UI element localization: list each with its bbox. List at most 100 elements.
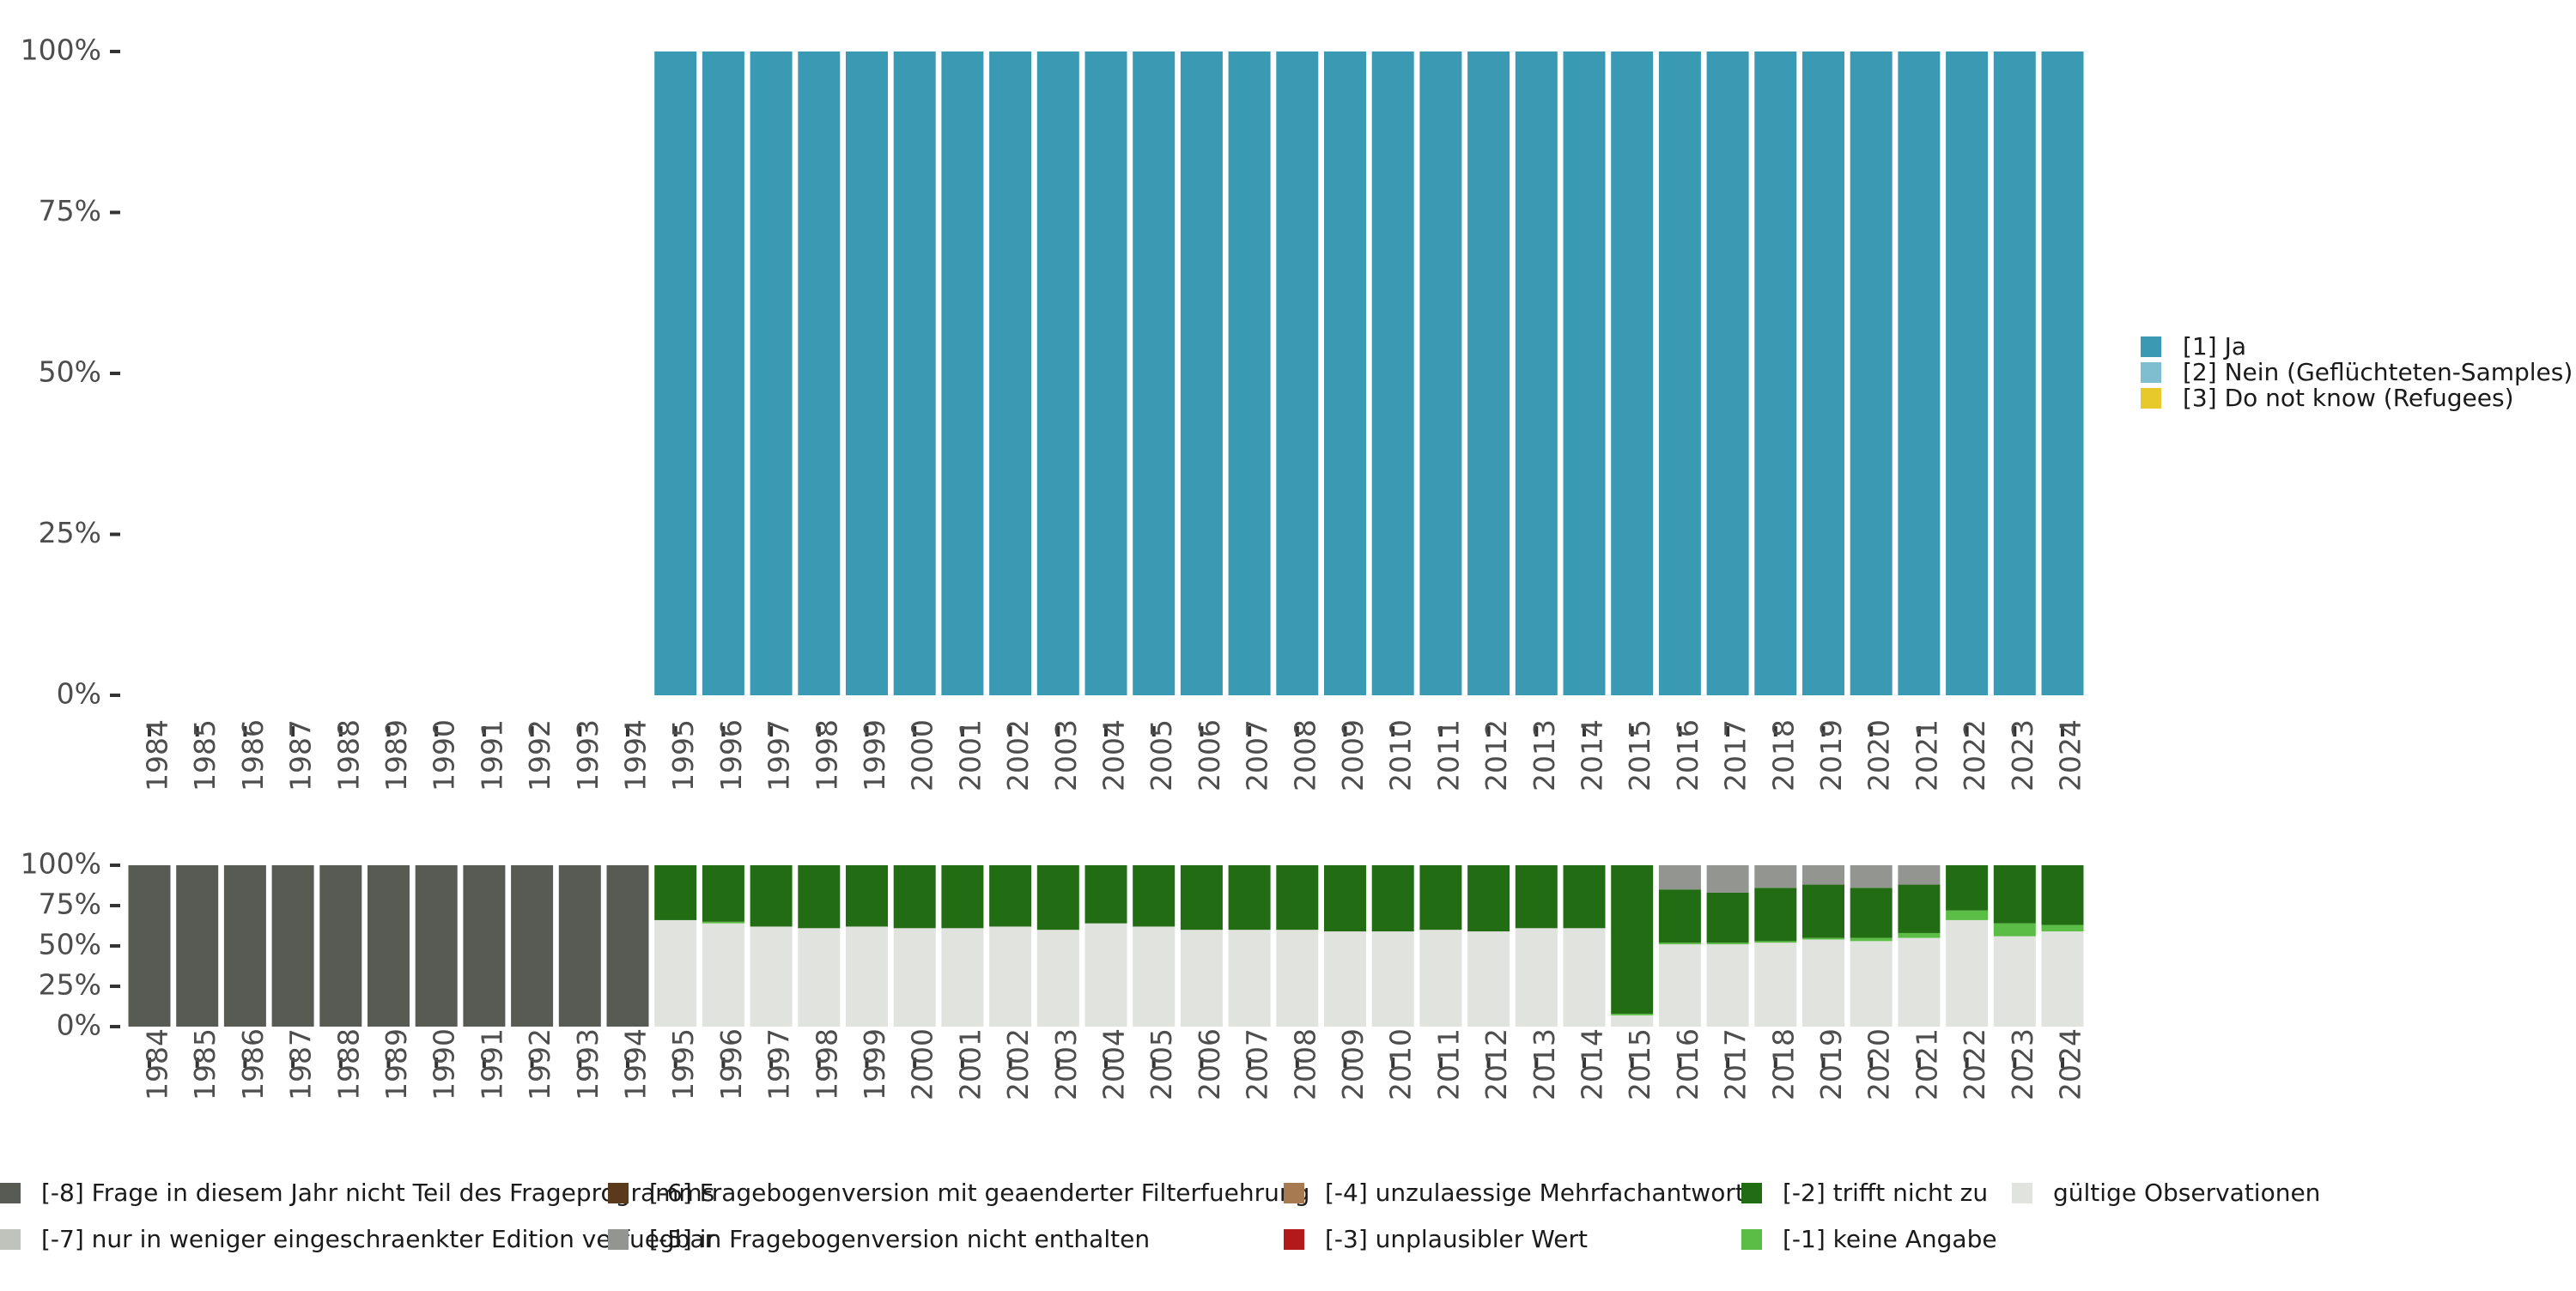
top-bar-segment bbox=[1228, 52, 1271, 695]
top-x-tick-label: 1990 bbox=[428, 719, 461, 791]
bottom-x-tick-label: 1986 bbox=[236, 1028, 270, 1100]
bottom-bar-segment bbox=[128, 865, 171, 1027]
top-bar-segment bbox=[702, 52, 744, 695]
bottom-x-tick-label: 2019 bbox=[1814, 1028, 1848, 1100]
bottom-x-tick-label: 2009 bbox=[1336, 1028, 1370, 1100]
top-x-tick-label: 2012 bbox=[1479, 719, 1513, 791]
bottom-legend-label: [-4] unzulaessige Mehrfachantwort bbox=[1325, 1179, 1745, 1207]
bottom-bar-segment bbox=[1180, 930, 1223, 1027]
bottom-x-tick-label: 1985 bbox=[188, 1028, 222, 1100]
top-x-tick-label: 1998 bbox=[810, 719, 843, 791]
top-x-tick-label: 1989 bbox=[380, 719, 413, 791]
bottom-bar-segment bbox=[1611, 865, 1654, 1014]
top-bar-segment bbox=[1467, 52, 1510, 695]
bottom-x-tick-label: 2000 bbox=[906, 1028, 939, 1100]
bottom-bar-segment bbox=[1515, 928, 1558, 1027]
bottom-bar-segment bbox=[1133, 926, 1176, 1027]
bottom-bar-segment bbox=[368, 865, 410, 1027]
top-x-tick-label: 2005 bbox=[1145, 719, 1178, 791]
bottom-x-tick-label: 2002 bbox=[1001, 1028, 1035, 1100]
bottom-bar-segment bbox=[846, 926, 888, 1027]
top-legend-label: [1] Ja bbox=[2183, 332, 2246, 361]
bottom-legend-swatch bbox=[1284, 1229, 1304, 1250]
bottom-legend-swatch bbox=[0, 1229, 21, 1250]
bottom-bar-segment bbox=[1467, 865, 1510, 932]
top-bar-segment bbox=[1133, 52, 1176, 695]
bottom-bar-segment bbox=[558, 865, 601, 1027]
top-legend-swatch bbox=[2141, 362, 2161, 383]
top-bar-segment bbox=[1036, 52, 1079, 695]
bottom-x-tick-label: 2016 bbox=[1671, 1028, 1704, 1100]
bottom-bar-segment bbox=[798, 865, 841, 929]
bottom-y-tick-label: 75% bbox=[39, 888, 101, 921]
top-x-tick-label: 2022 bbox=[1958, 719, 1991, 791]
bottom-bar-segment bbox=[2041, 865, 2084, 925]
top-x-tick-label: 1984 bbox=[141, 719, 174, 791]
bottom-x-tick-label: 2008 bbox=[1288, 1028, 1321, 1100]
top-x-tick-label: 2006 bbox=[1193, 719, 1226, 791]
top-x-tick-label: 2004 bbox=[1097, 719, 1131, 791]
top-x-tick-label: 2024 bbox=[2054, 719, 2087, 791]
bottom-bar-segment bbox=[1611, 1013, 1654, 1015]
bottom-bar-segment bbox=[1467, 931, 1510, 1027]
top-x-tick-label: 2001 bbox=[953, 719, 987, 791]
bottom-legend-label: [-1] keine Angabe bbox=[1783, 1225, 1997, 1253]
bottom-bar-segment bbox=[893, 865, 936, 929]
bottom-x-tick-label: 1996 bbox=[714, 1028, 748, 1100]
bottom-x-tick-label: 1989 bbox=[380, 1028, 413, 1100]
bottom-bar-segment bbox=[941, 865, 984, 929]
top-bar-segment bbox=[1324, 52, 1366, 695]
bottom-bar-segment bbox=[989, 926, 1032, 1027]
bottom-bar-segment bbox=[1658, 942, 1701, 945]
bottom-x-tick-label: 1994 bbox=[619, 1028, 653, 1100]
bottom-x-tick-label: 2001 bbox=[953, 1028, 987, 1100]
bottom-legend-swatch bbox=[1284, 1183, 1304, 1203]
top-bar-segment bbox=[1658, 52, 1701, 695]
bottom-bar-segment bbox=[1850, 941, 1893, 1027]
top-bar-segment bbox=[1706, 52, 1749, 695]
bottom-legend-swatch bbox=[608, 1183, 629, 1203]
bottom-bar-segment bbox=[750, 926, 793, 1027]
bottom-bar-segment bbox=[1850, 888, 1893, 938]
bottom-legend-label: [-7] nur in weniger eingeschraenkter Edi… bbox=[41, 1225, 715, 1253]
bottom-bar-segment bbox=[798, 928, 841, 1027]
bottom-bar-segment bbox=[1084, 923, 1127, 1027]
top-bar-segment bbox=[1276, 52, 1319, 695]
top-x-tick-label: 1987 bbox=[284, 719, 318, 791]
bottom-bar-segment bbox=[702, 921, 744, 924]
bottom-bar-segment bbox=[1802, 865, 1844, 885]
top-x-tick-label: 1999 bbox=[858, 719, 891, 791]
top-bar-segment bbox=[1084, 52, 1127, 695]
top-y-tick-label: 25% bbox=[39, 516, 101, 549]
bottom-legend-label: [-5] in Fragebogenversion nicht enthalte… bbox=[649, 1225, 1150, 1253]
bottom-x-tick-label: 1999 bbox=[858, 1028, 891, 1100]
bottom-x-tick-label: 2022 bbox=[1958, 1028, 1991, 1100]
bottom-x-tick-label: 2004 bbox=[1097, 1028, 1131, 1100]
bottom-y-tick-label: 25% bbox=[39, 968, 101, 1002]
bottom-y-tick-label: 50% bbox=[39, 928, 101, 961]
bottom-x-tick-label: 2023 bbox=[2006, 1028, 2039, 1100]
bottom-bar-segment bbox=[1850, 937, 1893, 942]
top-bar-segment bbox=[1754, 52, 1797, 695]
top-bar-segment bbox=[1563, 52, 1606, 695]
bottom-bar-segment bbox=[463, 865, 506, 1027]
bottom-bar-segment bbox=[1706, 892, 1749, 943]
bottom-x-tick-label: 2024 bbox=[2054, 1028, 2087, 1100]
top-x-tick-label: 2010 bbox=[1384, 719, 1418, 791]
bottom-bar-segment bbox=[1563, 865, 1606, 929]
bottom-bar-segment bbox=[1563, 928, 1606, 1027]
bottom-x-tick-label: 2010 bbox=[1384, 1028, 1418, 1100]
bottom-bar-segment bbox=[606, 865, 649, 1027]
bottom-bar-segment bbox=[2041, 924, 2084, 932]
bottom-bar-segment bbox=[1802, 937, 1844, 940]
top-bar-segment bbox=[1850, 52, 1893, 695]
top-bar-segment bbox=[989, 52, 1032, 695]
bottom-bar-segment bbox=[1036, 930, 1079, 1027]
bottom-x-tick-label: 1995 bbox=[666, 1028, 700, 1100]
bottom-bar-segment bbox=[846, 865, 888, 927]
top-x-tick-label: 1985 bbox=[188, 719, 222, 791]
bottom-bar-segment bbox=[1133, 865, 1176, 927]
bottom-legend-swatch bbox=[1741, 1229, 1762, 1250]
bottom-bar-segment bbox=[1658, 865, 1701, 890]
